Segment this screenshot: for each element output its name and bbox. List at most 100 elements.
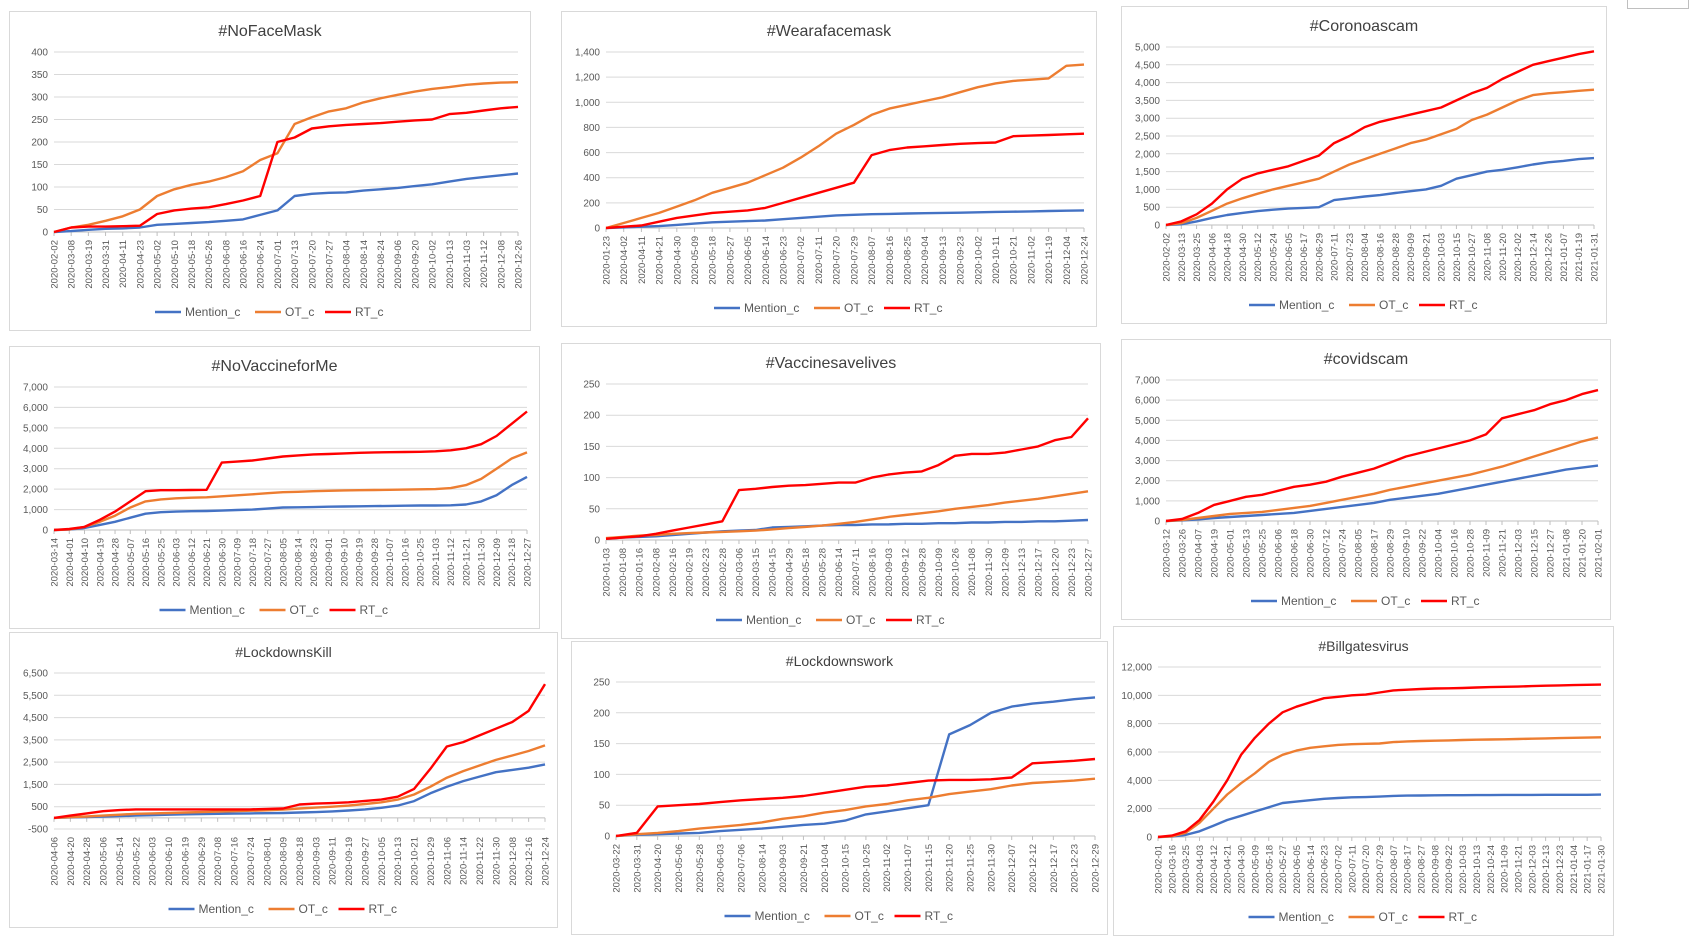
- x-tick-label: 2020-12-23: [1070, 844, 1081, 893]
- x-tick-label: 2020-09-11: [328, 837, 339, 885]
- x-tick-label: 2020-07-23: [1345, 233, 1356, 282]
- x-tick-label: 2020-09-28: [917, 548, 928, 597]
- x-tick-label: 2020-10-28: [1466, 529, 1477, 578]
- y-tick-label: 2,000: [1135, 149, 1160, 160]
- x-tick-label: 2020-05-28: [818, 548, 829, 597]
- legend-label: OT_c: [855, 909, 884, 923]
- x-tick-label: 2020-10-25: [861, 844, 872, 893]
- x-tick-label: 2020-11-09: [1500, 845, 1511, 893]
- x-tick-label: 2020-10-15: [1452, 233, 1463, 282]
- x-tick-label: 2020-05-06: [674, 844, 685, 893]
- x-tick-label: 2020-12-26: [1544, 233, 1555, 282]
- x-tick-label: 2020-08-16: [867, 548, 878, 597]
- y-tick-label: 5,000: [23, 423, 48, 434]
- x-tick-label: 2020-04-12: [1209, 845, 1220, 894]
- x-tick-label: 2020-04-18: [1223, 233, 1234, 282]
- x-tick-label: 2020-06-14: [834, 548, 845, 597]
- chart-title: #NoFaceMask: [218, 23, 322, 40]
- x-tick-label: 2020-10-27: [1467, 233, 1478, 282]
- x-tick-label: 2020-09-20: [410, 240, 421, 289]
- chart-svg: #Vaccinesavelives 0 50 100 150 200 250 2020-01-…: [583, 355, 1094, 627]
- chart-title: #Lockdownswork: [786, 653, 894, 669]
- x-tick-label: 2020-01-23: [602, 236, 613, 285]
- x-tick-label: 2020-11-14: [459, 837, 470, 885]
- x-tick-label: 2020-06-14: [1306, 845, 1317, 894]
- chart-panel-noVaccineforMe: #NoVaccineforMe 0 1,000 2,000 3,000 4,000 5,00…: [9, 346, 540, 629]
- x-tick-label: 2020-06-14: [761, 236, 772, 285]
- chart-svg: #Wearafacemask 0 200 400 600 800 1,000 1,200 1,4…: [575, 23, 1091, 315]
- y-tick-label: 200: [583, 411, 600, 422]
- x-tick-label: 2020-12-09: [492, 538, 503, 587]
- y-tick-label: 400: [583, 173, 600, 184]
- x-tick-label: 2020-02-16: [668, 548, 679, 597]
- x-tick-label: 2020-07-09: [233, 538, 244, 587]
- x-tick-label: 2020-10-29: [426, 837, 437, 886]
- series-line-ot-c: [605, 63, 1085, 230]
- x-tick-label: 2020-06-08: [221, 240, 232, 289]
- legend-label: RT_c: [369, 902, 397, 916]
- x-tick-label: 2020-05-09: [1250, 845, 1261, 894]
- x-tick-label: 2020-11-25: [966, 844, 977, 892]
- x-tick-label: 2020-11-30: [984, 548, 995, 596]
- x-tick-label: 2020-05-24: [1269, 233, 1280, 282]
- legend-label: RT_c: [1449, 298, 1477, 312]
- x-tick-label: 2020-05-27: [725, 236, 736, 285]
- x-tick-label: 2020-08-09: [279, 837, 290, 886]
- x-tick-label: 2020-12-24: [541, 837, 552, 886]
- legend-label: Mention_c: [199, 902, 254, 916]
- x-tick-label: 2020-10-21: [410, 837, 421, 886]
- x-tick-label: 2020-06-24: [256, 240, 267, 289]
- series-line-rt-c: [53, 105, 519, 234]
- x-tick-label: 2020-03-08: [67, 240, 78, 289]
- x-tick-label: 2020-05-27: [1278, 845, 1289, 894]
- x-tick-label: 2021-01-17: [1583, 845, 1594, 894]
- y-tick-label: 300: [31, 93, 48, 104]
- chart-panel-coronoascam: #Coronoascam 0 500 1,000 1,500 2,000 2,500 3,00…: [1121, 6, 1607, 324]
- y-tick-label: 200: [593, 708, 610, 719]
- x-tick-label: 2020-12-12: [1028, 844, 1039, 893]
- series-line-mention-c: [53, 172, 519, 234]
- x-tick-label: 2020-09-06: [393, 240, 404, 289]
- y-tick-label: -500: [28, 825, 48, 836]
- series-line-ot-c: [1165, 436, 1599, 523]
- x-tick-label: 2020-04-19: [95, 538, 106, 587]
- x-tick-label: 2020-08-07: [1389, 845, 1400, 894]
- legend-item-mention-c: Mention_c: [168, 902, 254, 916]
- x-tick-label: 2020-03-14: [50, 538, 61, 587]
- x-tick-label: 2020-09-23: [956, 236, 967, 285]
- x-tick-label: 2020-10-25: [416, 538, 427, 587]
- x-tick-label: 2020-02-02: [1162, 233, 1173, 282]
- y-tick-label: 1,500: [23, 780, 48, 791]
- x-tick-label: 2020-11-20: [1498, 233, 1509, 281]
- x-tick-label: 2020-08-17: [1403, 845, 1414, 894]
- y-tick-label: 150: [583, 442, 600, 453]
- y-tick-label: 1,500: [1135, 167, 1160, 178]
- legend-item-rt-c: RT_c: [325, 305, 383, 319]
- chart-svg: #Lockdownswork 0 50 100 150 200 250 2020-03-22 2…: [593, 653, 1101, 923]
- series-line-rt-c: [605, 132, 1085, 230]
- x-tick-label: 2020-08-05: [278, 538, 289, 587]
- y-tick-label: 4,000: [1127, 776, 1152, 787]
- x-tick-label: 2020-06-12: [187, 538, 198, 587]
- chart-panel-billgatesvirus: #Billgatesvirus 0 2,000 4,000 6,000 8,000 10,0…: [1113, 626, 1614, 936]
- y-tick-label: 2,000: [1127, 804, 1152, 815]
- x-tick-label: 2020-08-14: [757, 844, 768, 893]
- x-tick-label: 2020-12-23: [1555, 845, 1566, 894]
- x-tick-label: 2020-04-23: [135, 240, 146, 289]
- series-line-rt-c: [1165, 50, 1595, 227]
- x-tick-label: 2020-05-07: [126, 538, 137, 587]
- x-tick-label: 2020-04-20: [66, 837, 77, 886]
- x-tick-label: 2020-02-28: [718, 548, 729, 597]
- legend-label: Mention_c: [185, 305, 240, 319]
- x-tick-label: 2020-08-25: [902, 236, 913, 285]
- y-tick-label: 6,500: [23, 669, 48, 680]
- legend-item-rt-c: RT_c: [884, 301, 942, 315]
- x-tick-label: 2020-05-18: [801, 548, 812, 597]
- y-tick-label: 3,000: [1135, 456, 1160, 467]
- legend-item-rt-c: RT_c: [1418, 910, 1477, 924]
- x-tick-label: 2020-06-03: [716, 844, 727, 893]
- y-tick-label: 3,500: [23, 735, 48, 746]
- x-tick-label: 2020-11-02: [1026, 236, 1037, 284]
- x-tick-label: 2020-11-07: [903, 844, 914, 892]
- legend-item-rt-c: RT_c: [1419, 298, 1477, 312]
